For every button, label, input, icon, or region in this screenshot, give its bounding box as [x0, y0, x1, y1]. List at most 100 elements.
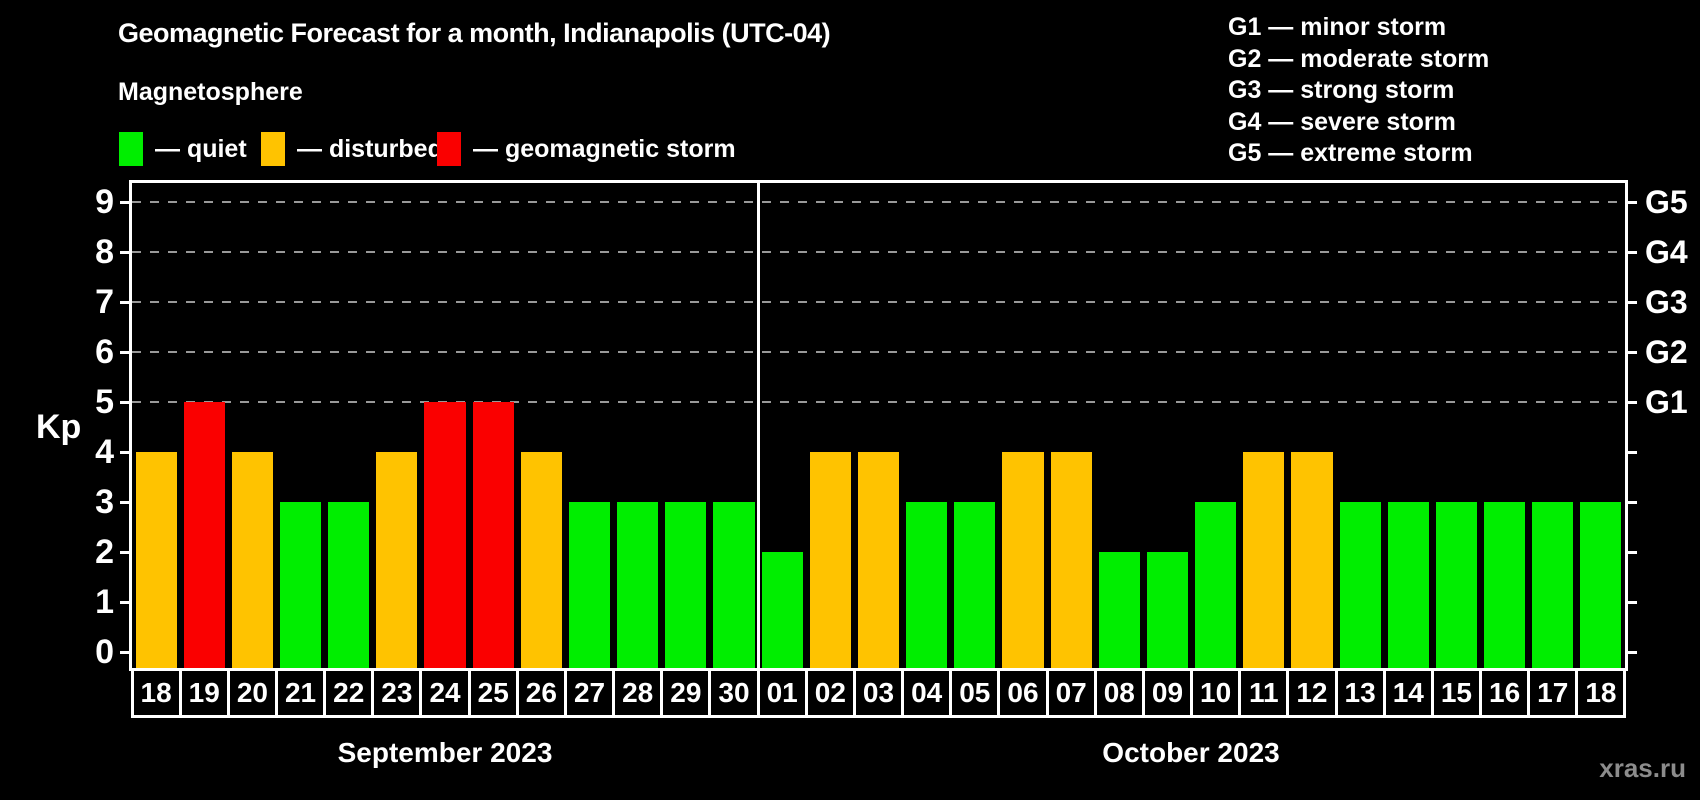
date-cell-04: 04: [901, 668, 953, 718]
date-cell-24: 24: [419, 668, 471, 718]
left-tick-3: [120, 500, 132, 504]
kp-bar-18: [1580, 502, 1622, 668]
g-legend-line-g3: G3 — strong storm: [1228, 76, 1455, 104]
legend-label-storm: — geomagnetic storm: [473, 134, 736, 163]
kp-bar-15: [1435, 502, 1477, 668]
date-cell-10: 10: [1190, 668, 1242, 718]
kp-bar-28: [617, 502, 659, 668]
month-label-september: September 2023: [337, 737, 553, 768]
kp-bar-08: [1098, 552, 1140, 668]
kp-bar-26: [520, 452, 562, 668]
date-cell-28: 28: [612, 668, 664, 718]
date-cell-13: 13: [1334, 668, 1386, 718]
date-cell-14: 14: [1382, 668, 1434, 718]
left-tick-0: [120, 650, 132, 654]
g-legend-line-g4: G4 — severe storm: [1228, 107, 1456, 136]
date-cell-29: 29: [660, 668, 712, 718]
kp-bar-24: [424, 402, 466, 668]
legend-item-quiet: — quiet: [119, 130, 247, 168]
right-tick-7: [1625, 300, 1637, 304]
kp-bar-10: [1195, 502, 1237, 668]
legend-item-disturbed: — disturbed: [261, 130, 443, 168]
right-tick-9: [1625, 200, 1637, 204]
date-cell-15: 15: [1430, 668, 1482, 718]
g-axis-label-g1: G1: [1645, 384, 1688, 420]
date-cell-30: 30: [708, 668, 760, 718]
kp-bar-25: [472, 402, 514, 668]
right-tick-1: [1625, 600, 1637, 604]
disturbed-color-swatch: [261, 132, 285, 166]
date-cell-11: 11: [1238, 668, 1290, 718]
date-cell-18: 18: [1575, 668, 1627, 718]
date-cell-25: 25: [467, 668, 519, 718]
g-axis-label-g3: G3: [1645, 284, 1688, 320]
storm-color-swatch: [437, 132, 461, 166]
right-tick-5: [1625, 400, 1637, 404]
left-tick-5: [120, 400, 132, 404]
kp-tick-label-4: 4: [95, 433, 114, 471]
kp-bar-05: [954, 502, 996, 668]
date-cell-12: 12: [1286, 668, 1338, 718]
legend-label-disturbed: — disturbed: [297, 134, 443, 163]
date-cell-09: 09: [1141, 668, 1194, 718]
right-tick-2: [1625, 550, 1637, 554]
kp-tick-label-3: 3: [95, 483, 114, 521]
kp-bar-17: [1532, 502, 1574, 668]
left-tick-7: [120, 300, 132, 304]
kp-bar-30: [713, 502, 755, 668]
kp-tick-label-9: 9: [95, 183, 114, 221]
date-cell-02: 02: [804, 668, 856, 718]
date-cell-07: 07: [1045, 668, 1097, 718]
left-tick-6: [120, 350, 132, 354]
date-cell-01: 01: [756, 668, 808, 718]
date-cell-16: 16: [1479, 668, 1531, 718]
kp-tick-label-5: 5: [95, 383, 114, 421]
kp-bar-04: [906, 502, 948, 668]
date-cell-03: 03: [852, 668, 905, 718]
date-cell-23: 23: [371, 668, 423, 718]
g-scale-legend: G1 — minor storm G2 — moderate storm G3 …: [1228, 12, 1489, 170]
kp-tick-label-6: 6: [95, 333, 114, 371]
kp-bar-14: [1387, 502, 1429, 668]
kp-bar-19: [183, 402, 225, 668]
watermark-xras: xras.ru: [1599, 753, 1686, 783]
right-tick-0: [1625, 650, 1637, 654]
date-cell-26: 26: [515, 668, 567, 718]
kp-tick-label-8: 8: [95, 233, 114, 271]
kp-bar-12: [1291, 452, 1333, 668]
y-axis-label-kp: Kp: [36, 408, 82, 446]
kp-bar-29: [665, 502, 707, 668]
date-cell-05: 05: [949, 668, 1001, 718]
kp-tick-label-1: 1: [95, 583, 114, 621]
gridline-kp-9: [132, 201, 1625, 203]
kp-bar-22: [328, 502, 370, 668]
kp-bar-07: [1050, 452, 1092, 668]
date-cell-06: 06: [997, 668, 1049, 718]
kp-bar-11: [1243, 452, 1285, 668]
g-axis-label-g5: G5: [1645, 184, 1688, 220]
kp-bar-23: [376, 452, 418, 668]
right-tick-4: [1625, 450, 1637, 454]
left-tick-9: [120, 200, 132, 204]
kp-bar-06: [1002, 452, 1044, 668]
kp-bar-13: [1339, 502, 1381, 668]
kp-bar-21: [279, 502, 322, 668]
date-cell-18: 18: [130, 668, 182, 718]
month-divider: [756, 183, 760, 668]
g-legend-line-g2: G2 — moderate storm: [1228, 44, 1490, 73]
kp-bar-chart-plot-area: [132, 183, 1625, 668]
page-title: Geomagnetic Forecast for a month, Indian…: [118, 18, 831, 48]
kp-bar-27: [568, 502, 611, 668]
right-tick-8: [1625, 250, 1637, 254]
kp-tick-label-2: 2: [95, 533, 114, 571]
right-tick-6: [1625, 350, 1637, 354]
left-tick-8: [120, 250, 132, 254]
quiet-color-swatch: [119, 132, 143, 166]
kp-bar-09: [1146, 552, 1189, 668]
g-legend-line-g5: G5 — extreme storm: [1228, 139, 1473, 167]
gridline-kp-7: [132, 301, 1625, 303]
kp-bar-03: [857, 452, 900, 668]
gridline-kp-8: [132, 251, 1625, 253]
kp-bar-18: [135, 452, 177, 668]
kp-tick-label-7: 7: [95, 283, 114, 321]
